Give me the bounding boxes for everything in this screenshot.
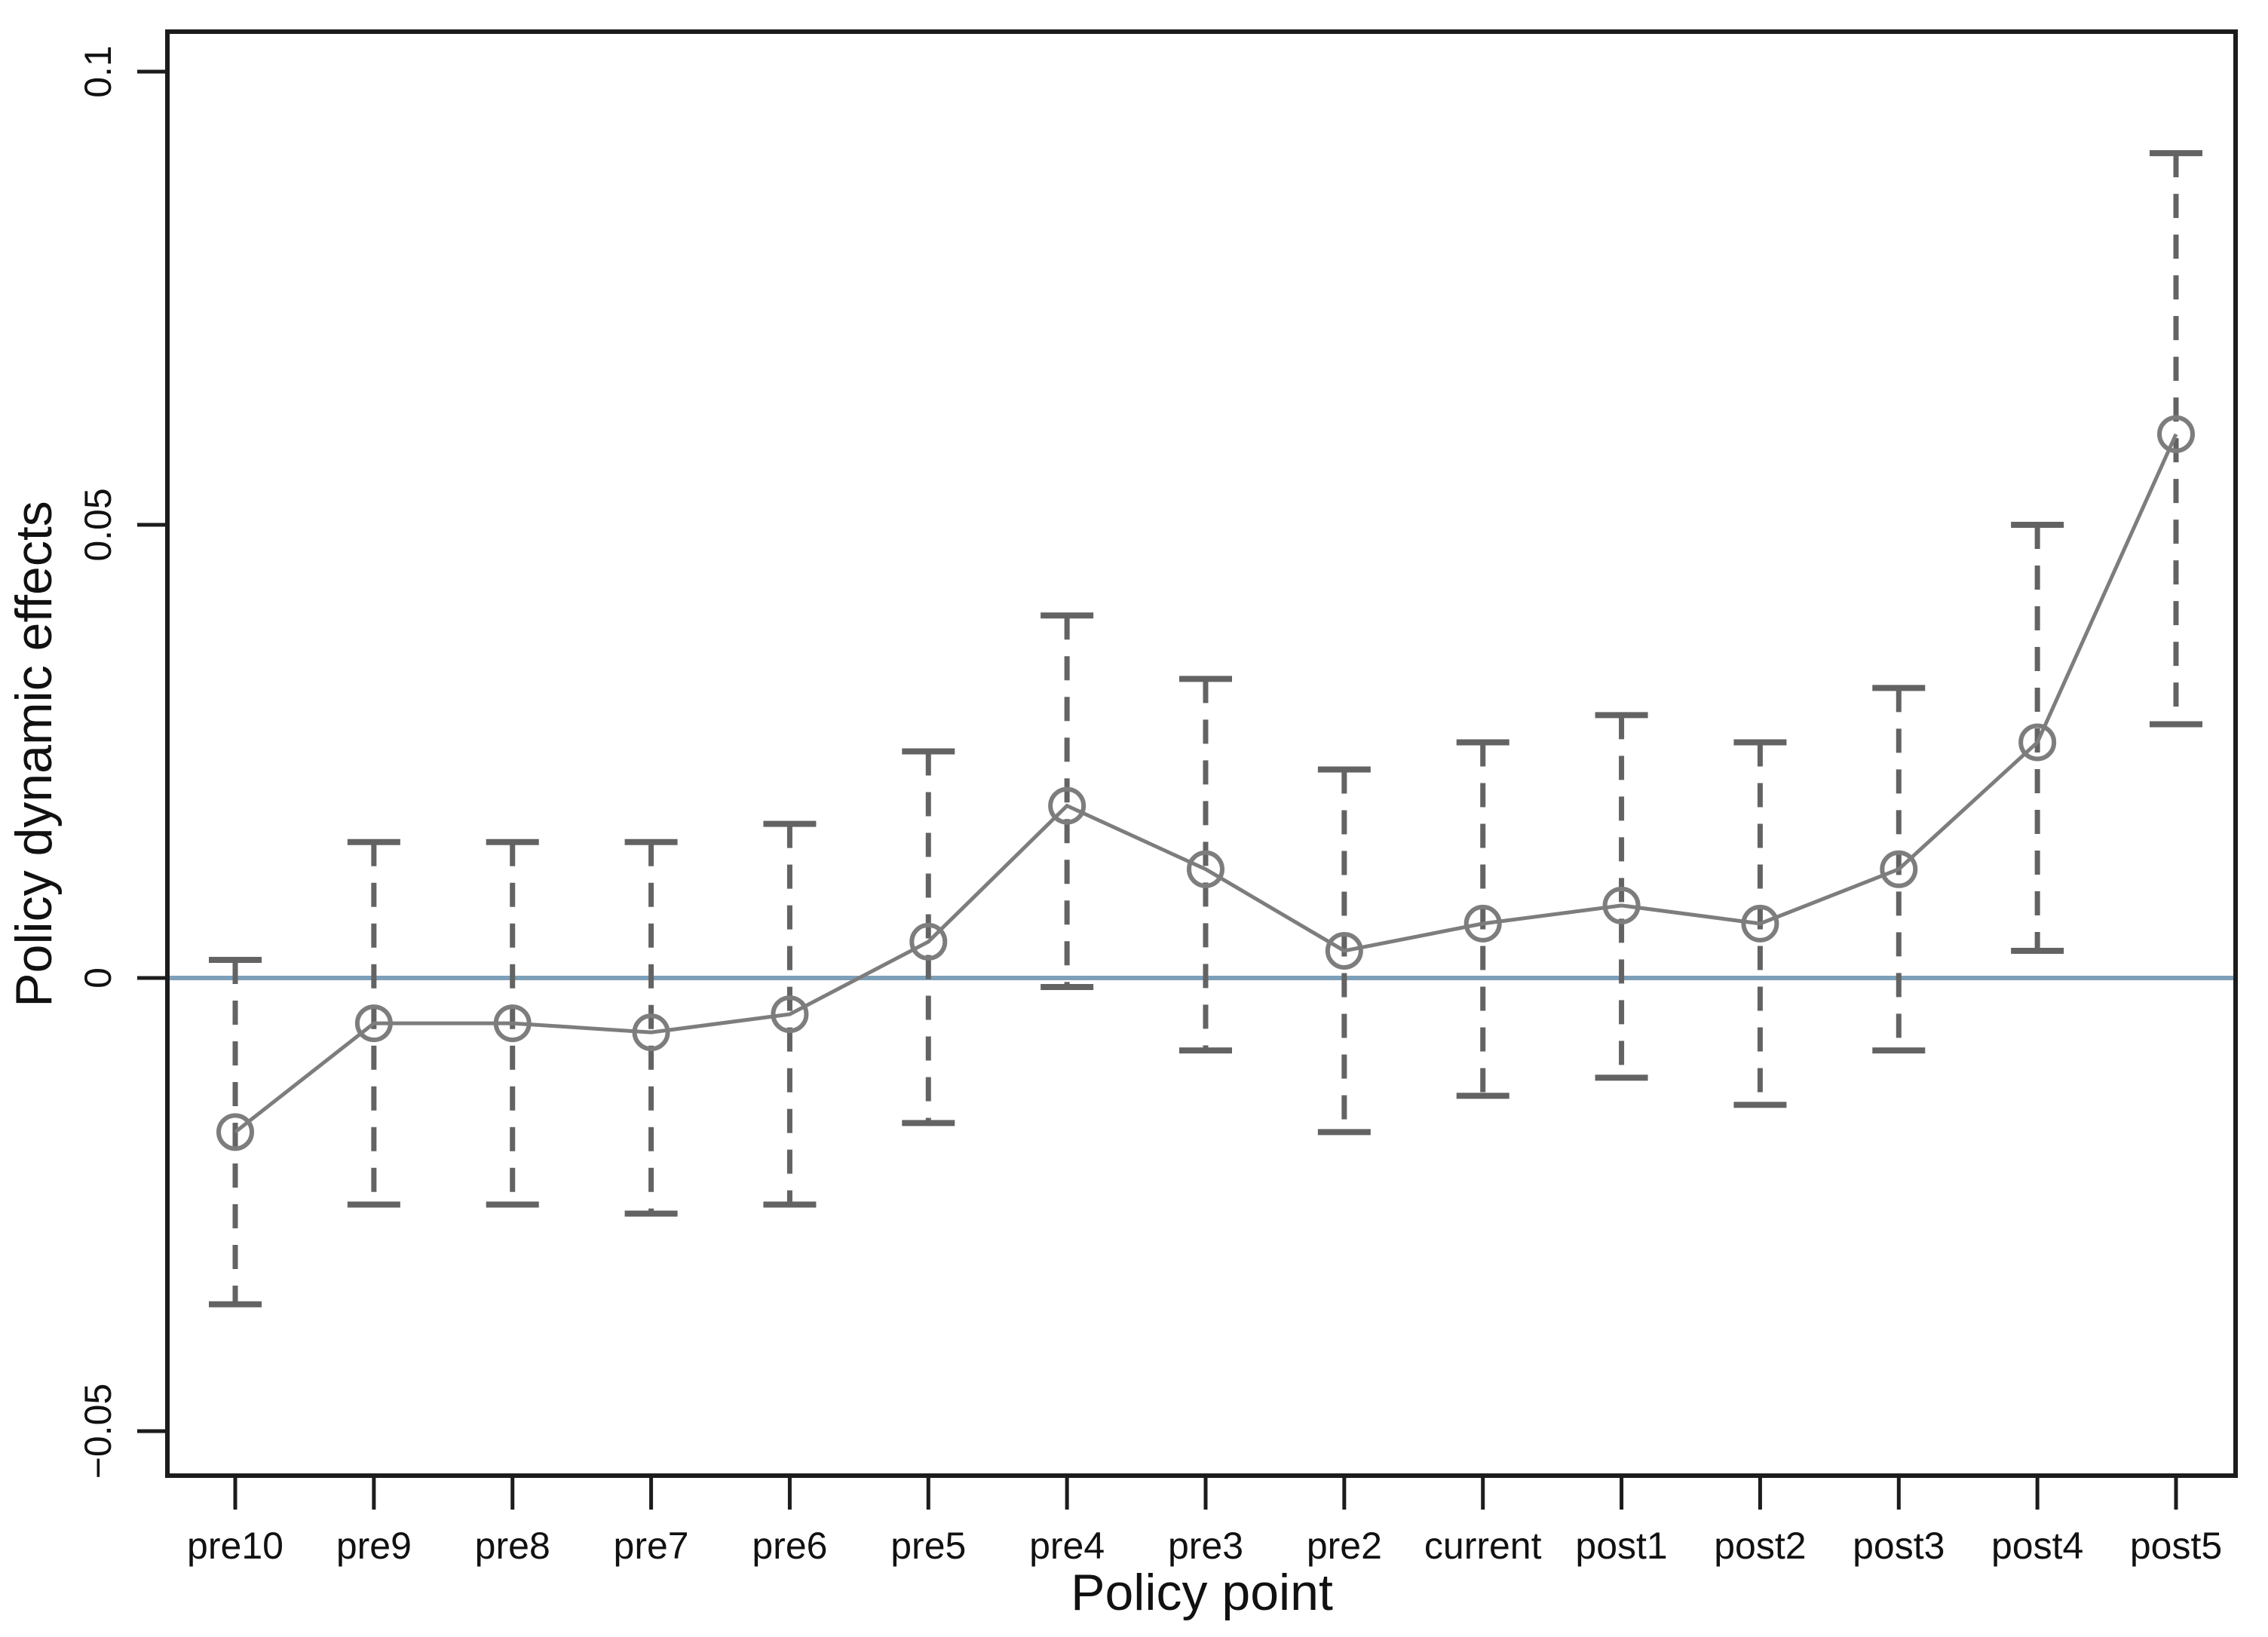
data-point-marker bbox=[216, 1113, 254, 1151]
x-tick-label: pre7 bbox=[614, 1525, 689, 1567]
x-tick-label: pre9 bbox=[336, 1525, 412, 1567]
data-point-marker bbox=[354, 1004, 393, 1043]
data-point-marker bbox=[771, 995, 809, 1034]
series-line bbox=[234, 433, 2178, 1134]
data-point-marker bbox=[632, 1013, 670, 1052]
x-axis-title: Policy point bbox=[1071, 1564, 1333, 1621]
data-point-marker bbox=[1048, 786, 1086, 825]
data-point-marker bbox=[1741, 904, 1779, 943]
x-tick-label: pre3 bbox=[1168, 1525, 1243, 1567]
data-point-marker bbox=[1880, 850, 1918, 888]
x-tick-label: post2 bbox=[1714, 1525, 1806, 1567]
plot-border bbox=[165, 29, 2238, 1478]
x-tick-label: pre4 bbox=[1029, 1525, 1105, 1567]
y-axis-title: Policy dynamic effects bbox=[5, 501, 63, 1007]
data-point-marker bbox=[2157, 415, 2195, 453]
x-tick-label: pre5 bbox=[890, 1525, 966, 1567]
x-tick-label: post3 bbox=[1853, 1525, 1945, 1567]
x-tick-label: post1 bbox=[1575, 1525, 1667, 1567]
x-tick-label: pre6 bbox=[752, 1525, 827, 1567]
x-tick-label: pre2 bbox=[1307, 1525, 1382, 1567]
y-tick-label: −0.05 bbox=[77, 1384, 119, 1479]
data-point-marker bbox=[1187, 850, 1224, 888]
y-tick-label: 0 bbox=[77, 967, 119, 989]
data-point-marker bbox=[909, 922, 948, 961]
data-point-marker bbox=[2018, 723, 2057, 762]
data-point-marker bbox=[1325, 931, 1363, 970]
y-tick-label: 0.05 bbox=[77, 488, 119, 561]
x-tick-label: post5 bbox=[2130, 1525, 2222, 1567]
y-tick-label: 0.1 bbox=[77, 45, 119, 98]
data-point-marker bbox=[493, 1004, 532, 1043]
x-tick-label: pre10 bbox=[187, 1525, 284, 1567]
x-tick-label: current bbox=[1424, 1525, 1542, 1567]
x-tick-label: post4 bbox=[1991, 1525, 2083, 1567]
data-point-marker bbox=[1602, 886, 1641, 924]
x-tick-label: pre8 bbox=[475, 1525, 550, 1567]
data-point-marker bbox=[1463, 904, 1502, 943]
